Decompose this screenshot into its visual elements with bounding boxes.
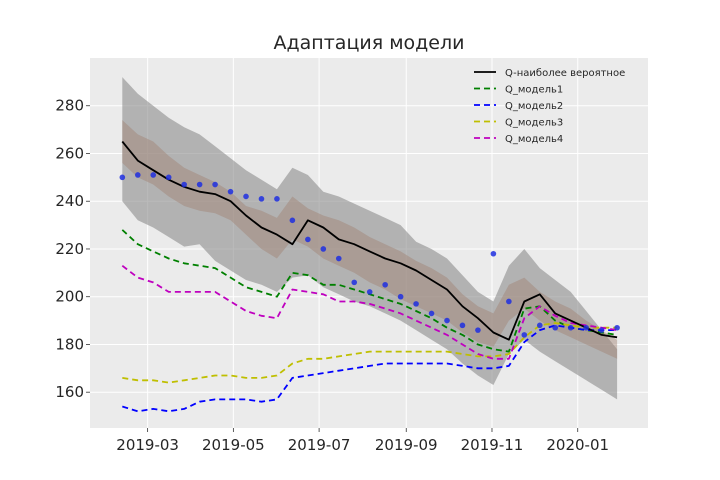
- observation-point-16: [366, 289, 373, 295]
- observation-point-4: [181, 181, 187, 188]
- observation-point-13: [320, 246, 327, 252]
- observation-point-32: [614, 324, 620, 331]
- chart-title: Адаптация модели: [274, 32, 465, 54]
- legend-label-4: Q_модель4: [505, 134, 563, 145]
- observation-point-20: [428, 310, 435, 317]
- observation-point-8: [243, 193, 249, 200]
- observation-point-3: [165, 174, 172, 181]
- observation-point-6: [212, 181, 218, 188]
- y-tick-label-1: 180: [55, 335, 84, 353]
- x-tick-label-0: 2019-03: [116, 436, 179, 454]
- y-tick-label-2: 200: [55, 288, 84, 306]
- observation-point-9: [258, 196, 265, 202]
- observation-point-27: [536, 322, 543, 329]
- observation-point-14: [335, 255, 342, 262]
- observation-point-25: [506, 298, 512, 305]
- observation-point-7: [227, 188, 234, 195]
- observation-point-0: [119, 174, 126, 181]
- x-tick-label-2: 2019-07: [288, 436, 351, 454]
- legend-label-0: Q-наиболее вероятное: [505, 68, 625, 79]
- observation-point-28: [552, 324, 559, 331]
- outer-band: [122, 77, 618, 400]
- observation-point-17: [382, 281, 388, 288]
- observation-point-15: [351, 279, 358, 286]
- legend-label-2: Q_модель2: [505, 101, 563, 112]
- x-tick-label-3: 2019-09: [375, 436, 438, 454]
- y-tick-label-4: 240: [55, 192, 84, 210]
- observation-point-5: [196, 181, 203, 188]
- x-axis-ticks: 2019-03 2019-05 2019-07 2019-09 2019-11 2020-…: [116, 428, 609, 454]
- x-tick-label-5: 2020-01: [546, 436, 609, 454]
- confidence-bands: [122, 77, 618, 400]
- observation-point-26: [521, 332, 528, 338]
- observation-point-12: [305, 236, 311, 243]
- observation-point-2: [150, 172, 157, 178]
- observation-point-29: [567, 324, 574, 331]
- observation-point-31: [598, 327, 605, 333]
- y-axis-ticks: 160 180 200 220 240 260 280: [55, 97, 90, 401]
- series-line-2: [122, 324, 618, 413]
- observation-point-1: [134, 172, 141, 178]
- series-line-3: [122, 322, 618, 384]
- x-tick-label-1: 2019-05: [202, 436, 265, 454]
- y-tick-label-0: 160: [55, 383, 84, 401]
- y-tick-label-3: 220: [55, 240, 84, 258]
- observation-point-24: [490, 250, 497, 257]
- y-tick-label-5: 260: [55, 144, 84, 162]
- legend-label-1: Q_модель1: [505, 85, 563, 96]
- observation-point-18: [397, 293, 404, 300]
- observation-point-10: [274, 196, 280, 202]
- observation-point-19: [413, 301, 419, 307]
- series-line-4: [121, 264, 618, 360]
- inner-band: [122, 120, 618, 359]
- x-tick-label-4: 2019-11: [461, 436, 524, 454]
- observation-point-22: [459, 322, 466, 329]
- series-line-0: [121, 140, 618, 341]
- legend-label-3: Q_модель3: [505, 118, 563, 129]
- legend: Q-наиболее вероятное Q_модель1 Q_модель2 Q_…: [474, 68, 625, 145]
- y-tick-label-6: 280: [55, 97, 84, 115]
- observation-point-11: [289, 217, 296, 224]
- observation-point-21: [444, 317, 450, 324]
- observation-point-30: [583, 324, 589, 331]
- observation-point-23: [475, 327, 481, 333]
- observation-points: [119, 172, 620, 338]
